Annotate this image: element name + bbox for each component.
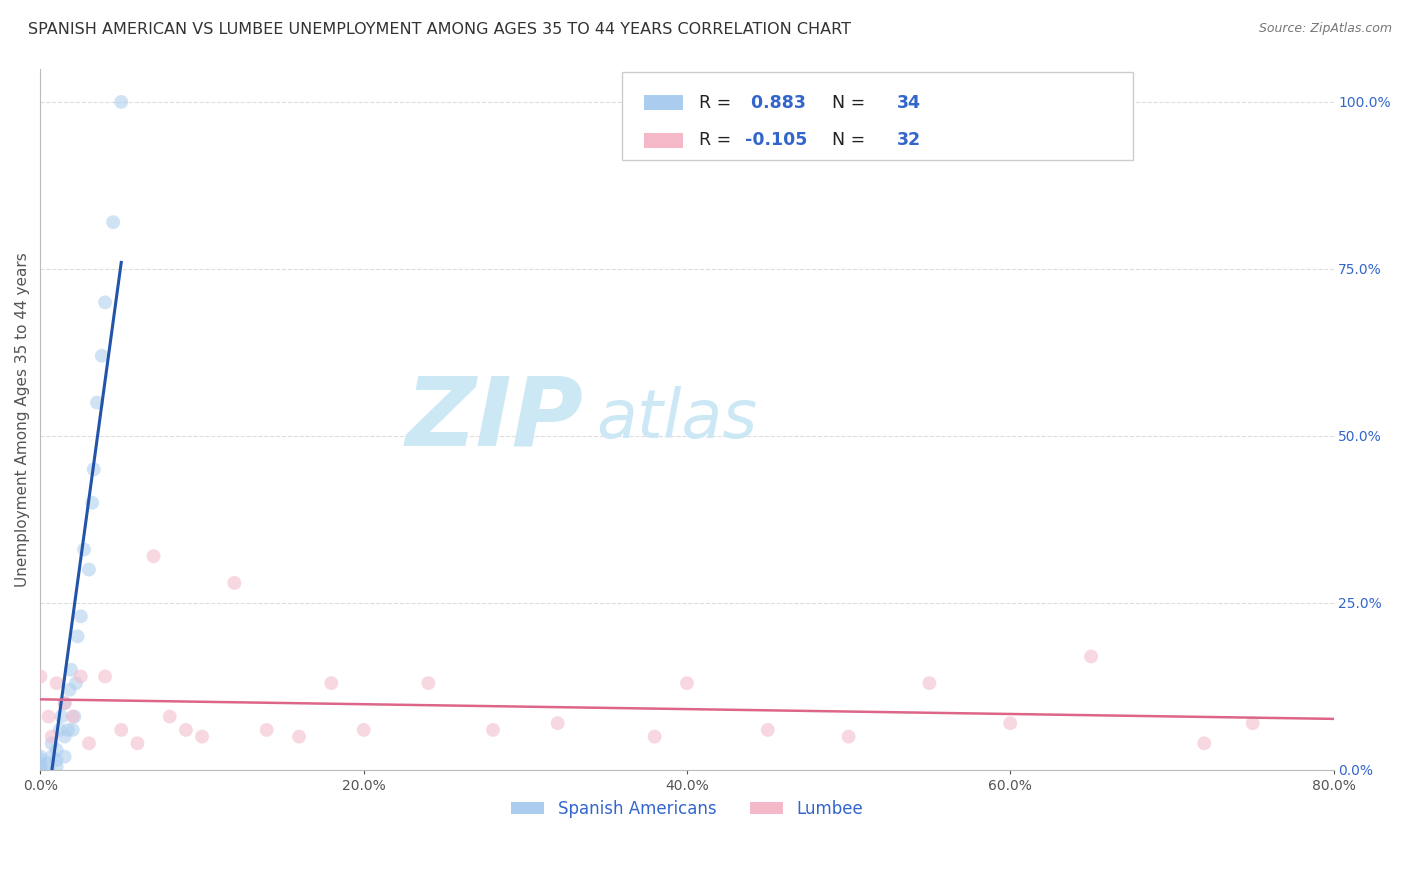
- Point: [53, 749, 76, 764]
- Point: [918, 676, 941, 690]
- Point: [101, 215, 124, 229]
- Point: [30, 756, 52, 771]
- Point: [94, 669, 117, 683]
- Text: SPANISH AMERICAN VS LUMBEE UNEMPLOYMENT AMONG AGES 35 TO 44 YEARS CORRELATION CH: SPANISH AMERICAN VS LUMBEE UNEMPLOYMENT …: [28, 22, 851, 37]
- Text: 0.883: 0.883: [745, 94, 806, 112]
- Point: [1080, 649, 1102, 664]
- Point: [94, 295, 117, 310]
- Point: [110, 723, 132, 737]
- Text: 34: 34: [897, 94, 921, 112]
- Y-axis label: Unemployment Among Ages 35 to 44 years: Unemployment Among Ages 35 to 44 years: [15, 252, 30, 587]
- Point: [62, 723, 84, 737]
- Point: [63, 709, 86, 723]
- FancyBboxPatch shape: [623, 72, 1133, 160]
- Point: [53, 696, 76, 710]
- Point: [60, 663, 83, 677]
- FancyBboxPatch shape: [644, 133, 683, 148]
- Point: [191, 730, 214, 744]
- Point: [482, 723, 505, 737]
- Text: 32: 32: [897, 131, 921, 150]
- Point: [1241, 716, 1264, 731]
- Text: R =: R =: [699, 131, 737, 150]
- Point: [45, 676, 67, 690]
- Point: [83, 462, 105, 476]
- Text: R =: R =: [699, 94, 737, 112]
- Text: ZIP: ZIP: [406, 373, 583, 466]
- Point: [45, 759, 67, 773]
- Point: [56, 723, 79, 737]
- Point: [838, 730, 860, 744]
- Point: [77, 563, 100, 577]
- Point: [41, 749, 63, 764]
- Point: [53, 730, 76, 744]
- Text: -0.105: -0.105: [745, 131, 807, 150]
- Point: [30, 763, 52, 777]
- Point: [53, 696, 76, 710]
- Point: [1192, 736, 1215, 750]
- Point: [110, 95, 132, 109]
- Text: Source: ZipAtlas.com: Source: ZipAtlas.com: [1258, 22, 1392, 36]
- Point: [30, 759, 52, 773]
- Point: [676, 676, 699, 690]
- Point: [644, 730, 666, 744]
- Point: [37, 756, 59, 771]
- Point: [224, 576, 246, 591]
- Point: [30, 749, 52, 764]
- Text: atlas: atlas: [596, 386, 758, 452]
- Point: [69, 669, 91, 683]
- Point: [49, 723, 72, 737]
- Text: N =: N =: [821, 131, 872, 150]
- Point: [174, 723, 197, 737]
- Point: [159, 709, 181, 723]
- Point: [256, 723, 278, 737]
- Point: [353, 723, 375, 737]
- FancyBboxPatch shape: [644, 95, 683, 111]
- Point: [86, 395, 108, 409]
- Point: [66, 629, 89, 643]
- Point: [77, 736, 100, 750]
- Text: N =: N =: [821, 94, 872, 112]
- Point: [418, 676, 440, 690]
- Point: [41, 736, 63, 750]
- Point: [1000, 716, 1022, 731]
- Point: [37, 709, 59, 723]
- Point: [41, 730, 63, 744]
- Point: [73, 542, 96, 557]
- Point: [142, 549, 165, 564]
- Point: [82, 496, 104, 510]
- Point: [51, 709, 73, 723]
- Point: [288, 730, 311, 744]
- Point: [756, 723, 779, 737]
- Point: [65, 676, 87, 690]
- Point: [45, 753, 67, 767]
- Point: [30, 669, 52, 683]
- Point: [58, 682, 80, 697]
- Point: [127, 736, 149, 750]
- Legend: Spanish Americans, Lumbee: Spanish Americans, Lumbee: [505, 794, 870, 825]
- Point: [62, 709, 84, 723]
- Point: [90, 349, 112, 363]
- Point: [30, 753, 52, 767]
- Point: [37, 763, 59, 777]
- Point: [547, 716, 569, 731]
- Point: [321, 676, 343, 690]
- Point: [69, 609, 91, 624]
- Point: [45, 743, 67, 757]
